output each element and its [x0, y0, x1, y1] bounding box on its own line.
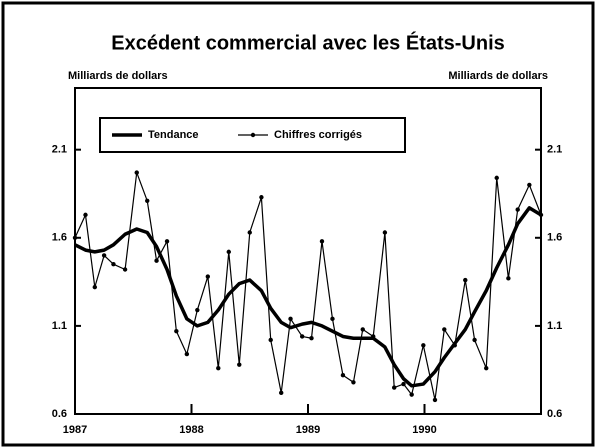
- data-point: [288, 316, 293, 322]
- data-point: [330, 316, 335, 322]
- y-tick-label: 0.6: [52, 408, 67, 420]
- data-point: [371, 334, 376, 339]
- data-point: [226, 249, 231, 255]
- data-point: [360, 327, 365, 332]
- chart-title: Excédent commercial avec les États-Unis: [111, 31, 505, 54]
- y2-tick-label: 2.1: [547, 144, 562, 156]
- x-tick-label: 1990: [412, 424, 436, 436]
- data-point: [515, 207, 520, 212]
- y2-tick-label: 1.6: [547, 232, 562, 244]
- y-tick-label: 1.1: [52, 320, 67, 332]
- data-point: [184, 351, 190, 357]
- y-axis-label: Milliards de dollars: [68, 70, 168, 82]
- data-point: [92, 284, 98, 290]
- legend-label: Tendance: [148, 129, 199, 141]
- data-point: [527, 182, 532, 188]
- data-point: [216, 365, 221, 371]
- y-tick-label: 1.6: [52, 232, 67, 244]
- y2-tick-label: 1.1: [547, 320, 562, 332]
- data-point: [279, 390, 284, 396]
- data-point: [472, 337, 477, 343]
- data-point: [421, 343, 426, 348]
- data-point: [101, 253, 107, 258]
- data-point: [494, 175, 499, 181]
- data-point: [268, 337, 273, 343]
- data-point: [299, 334, 305, 339]
- y2-axis-label: Milliards de dollars: [448, 70, 548, 82]
- y-tick-label: 2.1: [52, 144, 67, 156]
- data-point: [72, 235, 78, 240]
- data-point: [134, 170, 139, 175]
- data-point: [409, 392, 414, 397]
- y2-tick-label: 0.6: [547, 408, 562, 420]
- x-tick-label: 1989: [296, 424, 320, 436]
- data-point: [506, 276, 511, 281]
- x-tick-label: 1988: [179, 424, 203, 436]
- data-point: [538, 212, 544, 218]
- data-point: [340, 373, 346, 378]
- data-point: [309, 336, 314, 341]
- data-point: [205, 274, 211, 279]
- data-point: [154, 258, 159, 263]
- data-line: [74, 171, 542, 401]
- data-point: [432, 397, 438, 403]
- data-point: [122, 267, 128, 272]
- trend-line: [74, 206, 542, 388]
- legend-marker: [250, 132, 256, 138]
- data-point: [382, 230, 388, 235]
- data-point: [195, 307, 200, 313]
- data-point: [247, 230, 252, 235]
- legend-label: Chiffres corrigés: [274, 129, 362, 141]
- data-point: [452, 343, 457, 348]
- data-point: [111, 262, 116, 267]
- x-tick-label: 1987: [63, 424, 87, 436]
- data-point: [351, 380, 356, 385]
- data-point: [174, 328, 179, 334]
- data-point: [484, 365, 489, 371]
- data-point: [401, 381, 406, 387]
- data-point: [83, 212, 88, 218]
- data-point: [319, 239, 325, 244]
- data-point: [145, 198, 150, 203]
- data-point: [463, 277, 468, 283]
- data-point: [164, 239, 170, 244]
- data-point: [442, 327, 447, 332]
- data-point: [259, 195, 264, 200]
- data-point: [237, 362, 242, 367]
- data-point: [392, 385, 397, 390]
